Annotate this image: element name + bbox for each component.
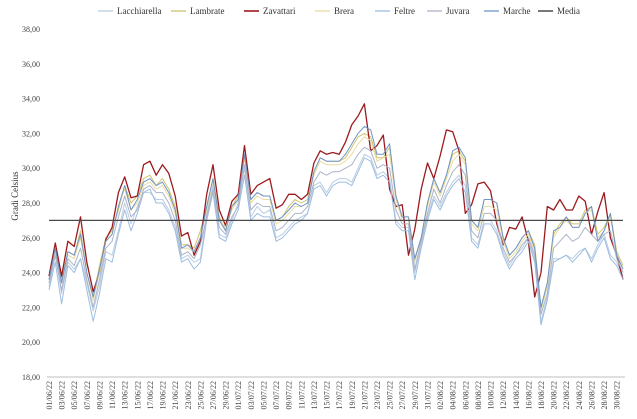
x-tick-label: 21/06/22 xyxy=(171,381,180,409)
x-tick-label: 13/07/22 xyxy=(310,381,319,409)
y-tick-label: 24,00 xyxy=(22,269,40,278)
x-tick-label: 03/07/22 xyxy=(247,381,256,409)
x-tick-label: 07/06/22 xyxy=(83,381,92,409)
x-tick-label: 17/07/22 xyxy=(335,381,344,409)
x-tick-label: 25/07/22 xyxy=(386,381,395,409)
y-tick-label: 32,00 xyxy=(22,129,40,138)
x-tick-label: 11/06/22 xyxy=(108,381,117,409)
x-tick-label: 27/07/22 xyxy=(398,381,407,409)
x-axis-ticks: 01/06/22 03/06/22 05/06/22 07/06/22 09/06/22… xyxy=(45,381,622,409)
x-tick-label: 21/07/22 xyxy=(360,381,369,409)
x-tick-label: 29/07/22 xyxy=(411,381,420,409)
legend-label: Zavattari xyxy=(263,6,296,16)
x-tick-label: 17/06/22 xyxy=(146,381,155,409)
x-tick-label: 09/06/22 xyxy=(95,381,104,409)
x-tick-label: 23/07/22 xyxy=(373,381,382,409)
x-tick-label: 13/06/22 xyxy=(121,381,130,409)
y-tick-label: 22,00 xyxy=(22,303,40,312)
legend-label: Lambrate xyxy=(190,6,224,16)
x-tick-label: 02/08/22 xyxy=(436,381,445,409)
x-tick-label: 28/08/22 xyxy=(600,381,609,409)
series-line-brera xyxy=(48,136,624,312)
y-tick-label: 20,00 xyxy=(22,338,40,347)
series-line-feltre xyxy=(48,157,624,326)
x-tick-label: 08/08/22 xyxy=(474,381,483,409)
series-line-zavattari xyxy=(48,103,624,298)
series-line-juvara xyxy=(48,146,624,315)
legend-label: Juvara xyxy=(446,6,470,16)
y-axis-ticks: 18,00 20,00 22,00 24,00 26,00 28,00 30,00 32,00… xyxy=(22,25,40,382)
x-tick-label: 16/08/22 xyxy=(524,381,533,409)
x-tick-label: 29/06/22 xyxy=(222,381,231,409)
x-tick-label: 27/06/22 xyxy=(209,381,218,409)
series-line-lacchiarella xyxy=(48,153,624,322)
y-tick-label: 18,00 xyxy=(22,373,40,382)
x-tick-label: 19/06/22 xyxy=(159,381,168,409)
x-tick-label: 23/06/22 xyxy=(184,381,193,409)
y-axis-title: Gradi Celsius xyxy=(10,171,20,221)
y-tick-label: 28,00 xyxy=(22,199,40,208)
legend-label: Media xyxy=(557,6,580,16)
x-tick-label: 15/07/22 xyxy=(323,381,332,409)
x-tick-label: 05/06/22 xyxy=(70,381,79,409)
x-tick-label: 19/07/22 xyxy=(348,381,357,409)
x-tick-label: 11/07/22 xyxy=(297,381,306,409)
legend-label: Lacchiarella xyxy=(117,6,161,16)
series-lines xyxy=(48,103,624,326)
x-tick-label: 12/08/22 xyxy=(499,381,508,409)
x-tick-label: 10/08/22 xyxy=(487,381,496,409)
legend-label: Marche xyxy=(503,6,530,16)
x-tick-label: 01/06/22 xyxy=(45,381,54,409)
x-tick-label: 30/08/22 xyxy=(613,381,622,409)
y-tick-label: 30,00 xyxy=(22,164,40,173)
x-tick-label: 03/06/22 xyxy=(58,381,67,409)
x-tick-label: 05/07/22 xyxy=(259,381,268,409)
x-tick-label: 07/07/22 xyxy=(272,381,281,409)
x-tick-label: 14/08/22 xyxy=(512,381,521,409)
legend-label: Brera xyxy=(334,6,354,16)
legend-label: Feltre xyxy=(394,6,415,16)
x-tick-label: 06/08/22 xyxy=(461,381,470,409)
legend: Lacchiarella Lambrate Zavattari Brera Feltre… xyxy=(98,6,580,16)
x-tick-label: 15/06/22 xyxy=(133,381,142,409)
x-tick-label: 31/07/22 xyxy=(423,381,432,409)
y-tick-label: 38,00 xyxy=(22,25,40,34)
y-tick-label: 36,00 xyxy=(22,60,40,69)
x-tick-label: 18/08/22 xyxy=(537,381,546,409)
y-tick-label: 34,00 xyxy=(22,95,40,104)
x-tick-label: 01/07/22 xyxy=(234,381,243,409)
x-tick-label: 22/08/22 xyxy=(562,381,571,409)
x-tick-label: 26/08/22 xyxy=(587,381,596,409)
series-line-marche xyxy=(48,125,624,308)
x-tick-label: 24/08/22 xyxy=(575,381,584,409)
x-tick-label: 04/08/22 xyxy=(449,381,458,409)
x-tick-label: 25/06/22 xyxy=(196,381,205,409)
y-tick-label: 26,00 xyxy=(22,234,40,243)
x-tick-label: 20/08/22 xyxy=(550,381,559,409)
x-tick-label: 09/07/22 xyxy=(285,381,294,409)
